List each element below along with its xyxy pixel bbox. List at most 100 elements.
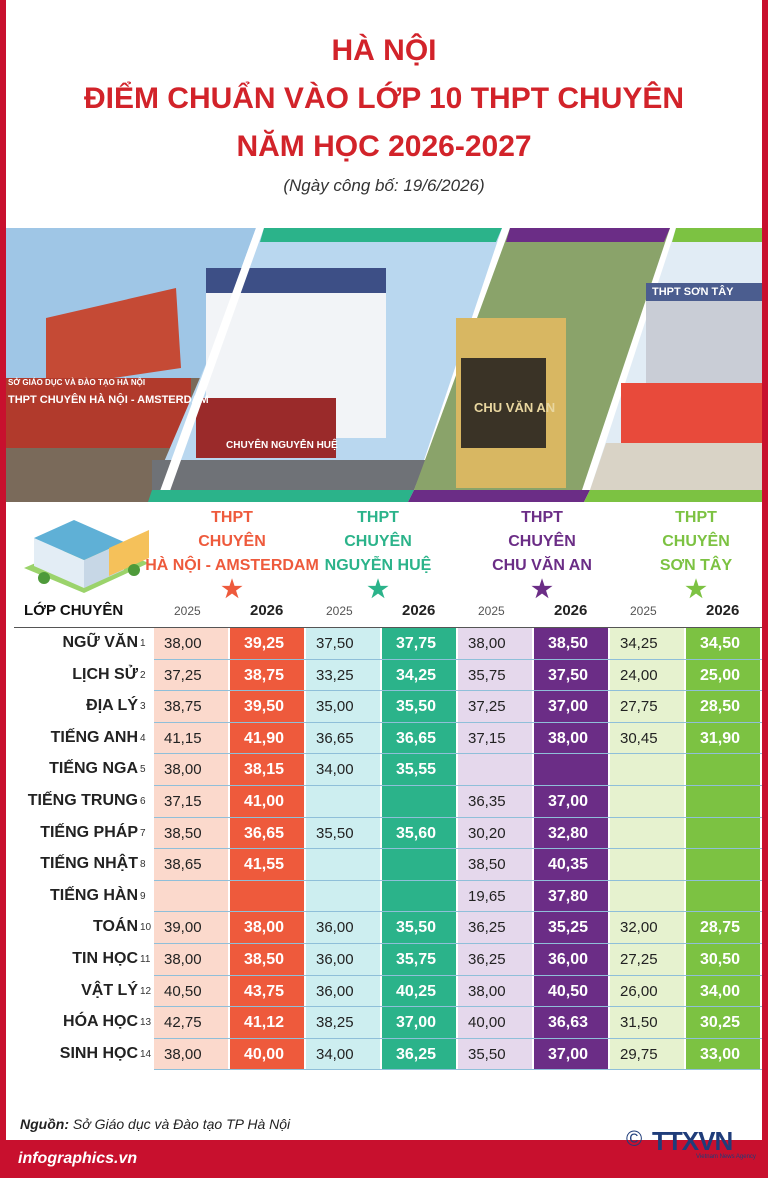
- score-cell: 35,50: [468, 1045, 506, 1063]
- year-2025-label: 2025: [174, 604, 201, 618]
- score-cell: 35,25: [548, 919, 589, 937]
- score-cell: 37,50: [316, 635, 354, 652]
- score-cell: 35,00: [316, 698, 354, 716]
- title-year: NĂM HỌC 2026-2027: [236, 130, 532, 163]
- row-divider: [154, 1006, 762, 1008]
- table-row: TIẾNG PHÁP 7 38,50 36,65 35,50 35,60 30,20 32,8…: [6, 818, 762, 849]
- header: HÀ NỘI ĐIỂM CHUẨN VÀO LỚP 10 THPT CHUYÊN…: [6, 0, 762, 230]
- score-cell: 36,63: [548, 1014, 589, 1032]
- row-number: 14: [140, 1048, 152, 1060]
- score-cell: 27,25: [620, 951, 658, 968]
- score-cell: [610, 754, 686, 785]
- score-cell: [686, 786, 762, 817]
- score-cell: 38,00: [164, 761, 202, 779]
- star-icon: ★: [367, 576, 389, 603]
- school-header-2: THPT CHUYÊN NGUYỄN HUỆ ★: [288, 506, 468, 626]
- ttxvn-logo: TTXVN: [652, 1126, 733, 1156]
- school-name-line: THPT: [521, 509, 563, 526]
- school-name-line: SƠN TÂY: [659, 557, 733, 574]
- score-cell: 36,25: [396, 1045, 437, 1063]
- column-bg: [686, 628, 760, 1071]
- score-cell: 38,00: [164, 635, 202, 652]
- score-cell: 27,75: [620, 698, 658, 716]
- score-cell: [610, 881, 686, 912]
- row-divider: [154, 974, 762, 976]
- score-cell: 37,15: [468, 729, 506, 747]
- table-row: VẬT LÝ 12 40,50 43,75 36,00 40,25 38,00 40,50 26…: [6, 976, 762, 1007]
- score-cell: 36,25: [468, 919, 506, 937]
- score-cell: [382, 849, 458, 880]
- score-cell: 38,00: [548, 729, 589, 747]
- score-cell: [306, 881, 382, 912]
- row-number: 10: [140, 922, 152, 934]
- score-cell: 40,50: [548, 982, 589, 1000]
- school-name-line: CHU VĂN AN: [492, 557, 592, 574]
- title-main: ĐIỂM CHUẨN VÀO LỚP 10 THPT CHUYÊN: [83, 82, 685, 115]
- row-number: 11: [140, 954, 151, 965]
- score-cell: [382, 881, 458, 912]
- row-divider: [154, 1037, 762, 1039]
- row-divider: [154, 911, 762, 913]
- school-name-line: NGUYỄN HUỆ: [324, 557, 432, 574]
- score-cell: 35,55: [396, 761, 437, 779]
- score-cell: 38,50: [164, 824, 202, 842]
- table-row: ĐỊA LÝ 3 38,75 39,50 35,00 35,50 37,25 37,00 27,…: [6, 691, 762, 722]
- table-row: SINH HỌC 14 38,00 40,00 34,00 36,25 35,50 37,00…: [6, 1039, 762, 1070]
- score-cell: 37,00: [548, 698, 589, 716]
- row-divider: [154, 1069, 762, 1071]
- score-cell: 37,80: [548, 887, 589, 905]
- score-cell: 37,25: [164, 666, 202, 684]
- row-number: 12: [140, 985, 152, 997]
- school-name-line: THPT: [211, 509, 253, 526]
- score-cell: 37,00: [548, 1045, 589, 1063]
- school-name-line: CHUYÊN: [198, 533, 266, 550]
- score-cell: 41,12: [244, 1014, 285, 1032]
- score-cell: 24,00: [620, 666, 658, 684]
- score-cell: 36,65: [396, 729, 437, 747]
- score-cell: 35,50: [396, 698, 437, 716]
- score-cell: 29,75: [620, 1045, 658, 1063]
- score-cell: 34,50: [700, 635, 741, 652]
- subject-label: HÓA HỌC: [63, 1013, 138, 1031]
- score-cell: 30,20: [468, 824, 506, 842]
- subject-label: TIẾNG PHÁP: [40, 823, 138, 841]
- score-cell: 32,00: [620, 919, 658, 937]
- score-cell: 34,00: [316, 1045, 354, 1063]
- subject-label: VẬT LÝ: [81, 981, 138, 999]
- score-cell: [534, 754, 610, 785]
- score-cell: 38,15: [244, 761, 285, 779]
- year-2026-label: 2026: [554, 602, 588, 619]
- score-cell: 38,25: [316, 1014, 354, 1032]
- subject-label: TIN HỌC: [72, 950, 138, 967]
- school-header-4: THPT CHUYÊN SƠN TÂY ★: [606, 506, 768, 626]
- photo4-sign: THPT SƠN TÂY: [652, 286, 734, 298]
- score-cell: 40,50: [164, 982, 202, 1000]
- row-divider: [154, 943, 762, 944]
- score-cell: 38,75: [244, 666, 285, 684]
- score-cell: 35,75: [396, 951, 437, 968]
- table-top-line: [14, 627, 762, 628]
- row-divider: [154, 658, 762, 660]
- score-cell: 40,35: [548, 856, 589, 874]
- copyright-icon: ©: [626, 1126, 643, 1151]
- score-cell: 37,50: [548, 666, 589, 684]
- star-icon: ★: [531, 576, 553, 603]
- column-bg: [306, 628, 380, 1071]
- score-cell: 38,65: [164, 856, 202, 874]
- score-cell: 40,25: [396, 982, 437, 1000]
- score-cell: 36,00: [548, 951, 589, 968]
- row-divider: [154, 753, 762, 755]
- year-2025-label: 2025: [478, 604, 505, 618]
- year-2026-label: 2026: [250, 602, 284, 619]
- score-cell: 38,00: [468, 982, 506, 1000]
- row-number: 4: [140, 732, 146, 744]
- row-number: 2: [140, 669, 146, 681]
- row-divider: [154, 879, 762, 881]
- score-cell: [686, 849, 762, 880]
- school-name-line: CHUYÊN: [508, 533, 576, 550]
- score-cell: [686, 754, 762, 785]
- subject-label: TIẾNG ANH: [50, 728, 138, 746]
- score-cell: 39,00: [164, 919, 202, 937]
- score-cell: 38,50: [244, 951, 285, 968]
- score-cell: 38,00: [468, 635, 506, 652]
